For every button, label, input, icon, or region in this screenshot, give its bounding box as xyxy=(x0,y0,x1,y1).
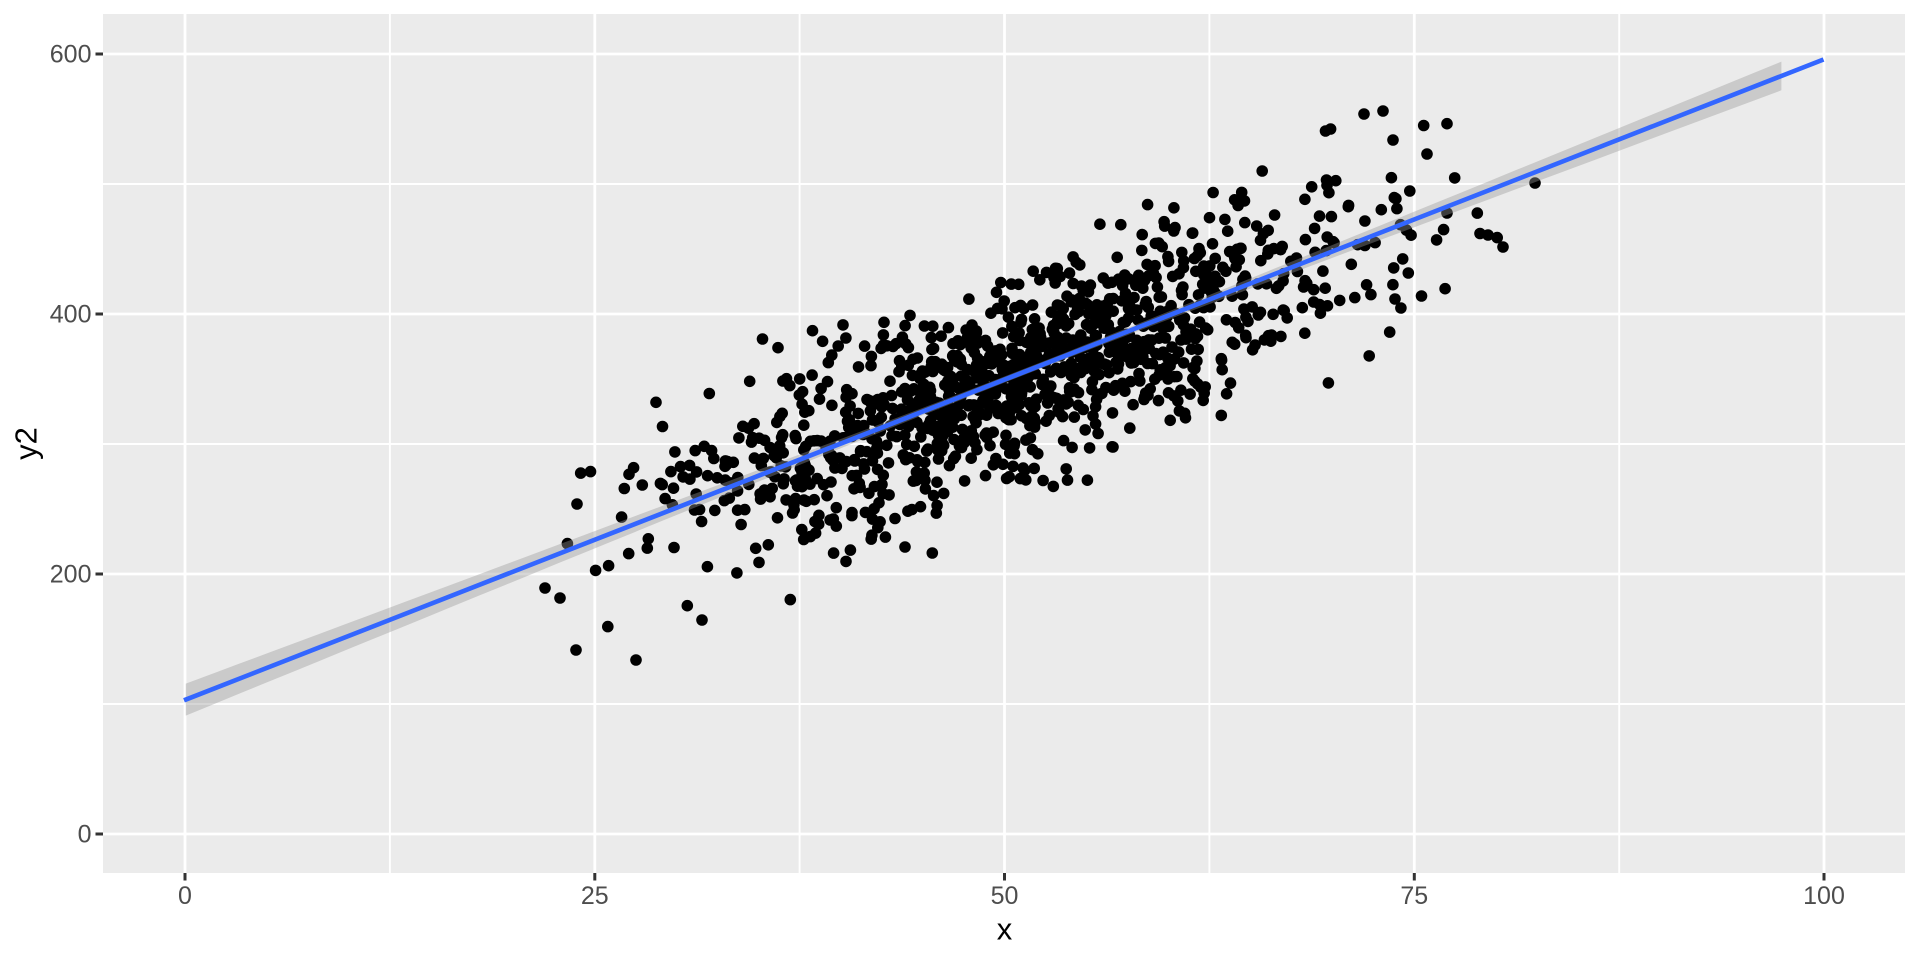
svg-text:0: 0 xyxy=(178,882,192,910)
svg-text:400: 400 xyxy=(50,301,92,329)
svg-text:0: 0 xyxy=(78,821,92,849)
svg-text:100: 100 xyxy=(1803,882,1845,910)
svg-text:y2: y2 xyxy=(9,427,44,460)
svg-text:25: 25 xyxy=(581,882,609,910)
svg-text:75: 75 xyxy=(1400,882,1428,910)
svg-text:50: 50 xyxy=(991,882,1019,910)
svg-text:600: 600 xyxy=(50,41,92,69)
svg-text:x: x xyxy=(997,912,1013,947)
svg-text:200: 200 xyxy=(50,561,92,589)
